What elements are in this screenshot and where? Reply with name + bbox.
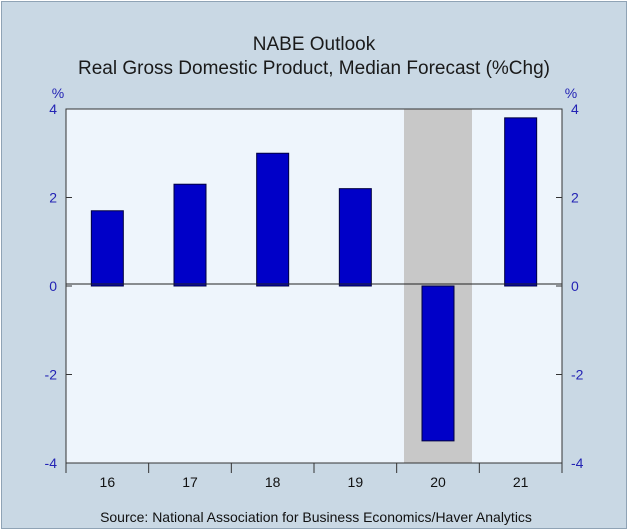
y-tick-label-right: -2	[571, 367, 584, 383]
bar-21	[504, 117, 538, 287]
bar-19	[338, 188, 372, 287]
left-axis-unit-label: %	[52, 85, 64, 101]
y-tick-label-right: 4	[571, 101, 579, 117]
x-tick-label-19: 19	[348, 474, 364, 490]
y-tick-label-left: 4	[49, 101, 57, 117]
bar-16	[90, 210, 124, 287]
x-tick-label-20: 20	[430, 474, 446, 490]
bar-18	[256, 152, 290, 287]
y-tick-label-left: 0	[49, 278, 57, 294]
y-tick-label-right: 0	[571, 278, 579, 294]
bar-17	[173, 183, 207, 287]
chart-title: NABE Outlook	[253, 34, 376, 55]
y-tick-label-left: -2	[45, 367, 58, 383]
y-tick-label-right: -4	[571, 455, 584, 471]
x-tick-label-17: 17	[182, 474, 198, 490]
y-tick-label-left: -4	[45, 455, 58, 471]
plot-area	[66, 109, 562, 463]
x-tick-label-16: 16	[100, 474, 116, 490]
chart-subtitle: Real Gross Domestic Product, Median Fore…	[78, 58, 550, 79]
right-axis-unit-label: %	[565, 85, 577, 101]
x-tick-label-18: 18	[265, 474, 281, 490]
y-tick-label-right: 2	[571, 190, 579, 206]
y-tick-label-left: 2	[49, 190, 57, 206]
source-note: Source: National Association for Busines…	[100, 509, 532, 525]
x-tick-label-21: 21	[513, 474, 529, 490]
bar-20	[421, 285, 455, 442]
